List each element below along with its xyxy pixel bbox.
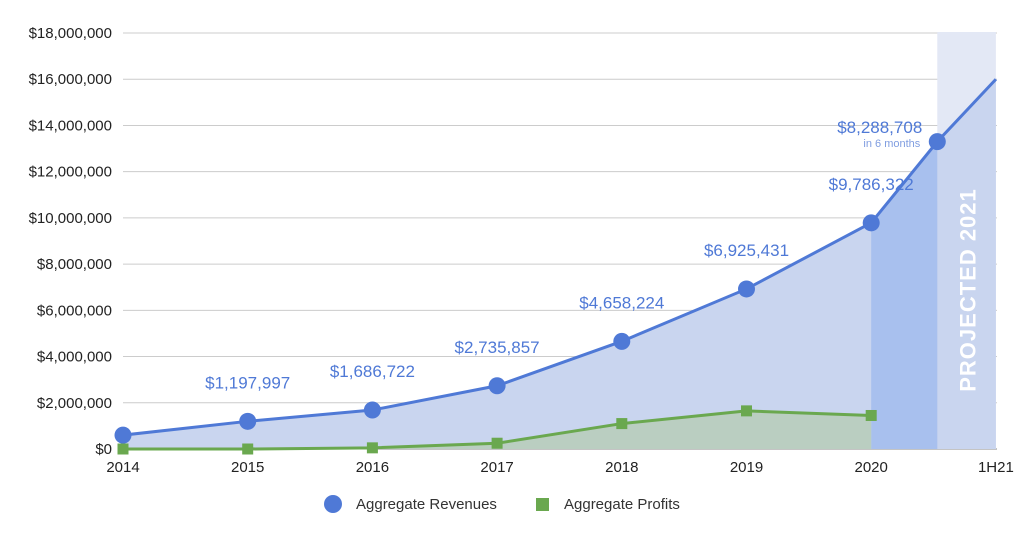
x-tick-label: 2015 <box>231 459 264 476</box>
revenue-point <box>613 332 631 350</box>
area-fills <box>123 32 996 449</box>
legend-revenue-label: Aggregate Revenues <box>356 496 497 513</box>
x-tick-label: 2014 <box>106 459 139 476</box>
data-label: $9,786,322 <box>829 175 914 194</box>
y-tick-label: $16,000,000 <box>29 71 112 88</box>
x-tick-label: 1H21 <box>978 459 1014 476</box>
x-tick-label: 2017 <box>480 459 513 476</box>
y-tick-label: $2,000,000 <box>37 395 112 412</box>
data-label: $1,197,997 <box>205 373 290 392</box>
y-tick-label: $4,000,000 <box>37 349 112 366</box>
data-label: $6,925,431 <box>704 241 789 260</box>
revenue-point <box>114 426 132 444</box>
projection-label: PROJECTED 2021 <box>956 188 981 392</box>
half-year-band <box>871 141 938 449</box>
y-tick-label: $6,000,000 <box>37 302 112 319</box>
data-label: $4,658,224 <box>579 293 664 312</box>
data-label-note: in 6 months <box>863 138 920 150</box>
profit-point <box>117 443 129 455</box>
series-markers <box>114 133 946 455</box>
legend-profit-label: Aggregate Profits <box>564 496 680 513</box>
legend: Aggregate Revenues Aggregate Profits <box>324 495 680 513</box>
profit-point <box>491 437 503 449</box>
x-tick-label: 2016 <box>356 459 389 476</box>
revenue-point <box>862 214 880 232</box>
data-label: $2,735,857 <box>455 338 540 357</box>
profit-point <box>741 405 752 417</box>
y-tick-label: $18,000,000 <box>29 25 112 42</box>
y-tick-label: $12,000,000 <box>29 164 112 181</box>
data-label: $1,686,722 <box>330 362 415 381</box>
data-labels: PROJECTED 2021 $1,197,997 $1,686,722 $2,735… <box>205 118 980 392</box>
gridlines <box>123 32 997 450</box>
y-tick-label: $8,000,000 <box>37 256 112 273</box>
y-tick-label: $0 <box>95 441 112 458</box>
revenue-point <box>738 280 755 298</box>
x-tick-label: 2020 <box>855 459 888 476</box>
revenue-point <box>928 133 946 151</box>
profit-point <box>616 418 628 430</box>
x-tick-label: 2018 <box>605 459 638 476</box>
revenue-point <box>239 412 257 430</box>
profit-point <box>366 442 378 454</box>
profit-point <box>242 443 254 455</box>
legend-revenue-marker <box>324 495 342 513</box>
revenue-point <box>363 401 381 419</box>
revenue-area <box>123 79 996 449</box>
legend-profit-marker <box>536 498 549 511</box>
axes: $0 $2,000,000 $4,000,000 $6,000,000 $8,000,0… <box>29 25 1014 476</box>
y-tick-label: $10,000,000 <box>29 210 112 227</box>
y-tick-label: $14,000,000 <box>29 117 112 134</box>
data-label: $8,288,708 <box>837 118 922 137</box>
revenue-point <box>488 377 506 395</box>
profit-point <box>865 409 877 421</box>
profit-area <box>123 410 872 449</box>
x-tick-label: 2019 <box>730 459 763 476</box>
